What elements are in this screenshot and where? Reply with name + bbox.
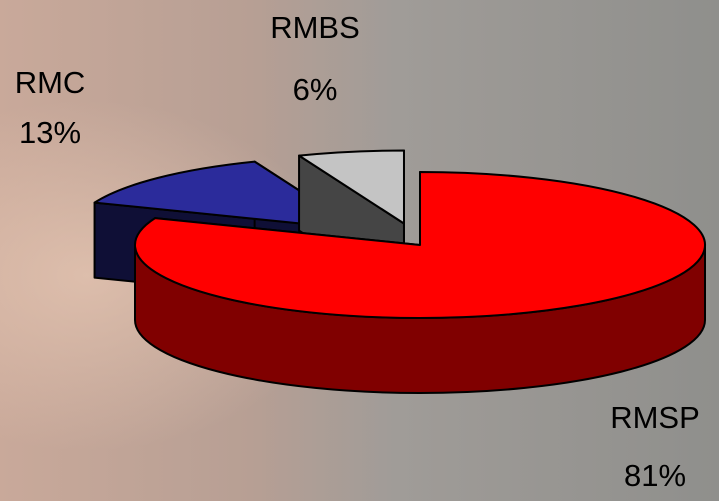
slice-value-label: 13% <box>19 115 81 150</box>
slice-label: RMC <box>15 65 86 100</box>
slice-top <box>298 149 405 225</box>
labels: RMSP 81% RMC 13% RMBS 6% <box>15 10 700 493</box>
slice-top <box>134 171 706 319</box>
slice-label: RMSP <box>610 400 700 435</box>
slice-value-label: 81% <box>624 458 686 493</box>
pie-slice <box>134 171 706 394</box>
pie <box>93 149 706 394</box>
slice-top <box>93 160 361 231</box>
slice-value-label: 6% <box>293 72 338 107</box>
slice-label: RMBS <box>270 10 360 45</box>
